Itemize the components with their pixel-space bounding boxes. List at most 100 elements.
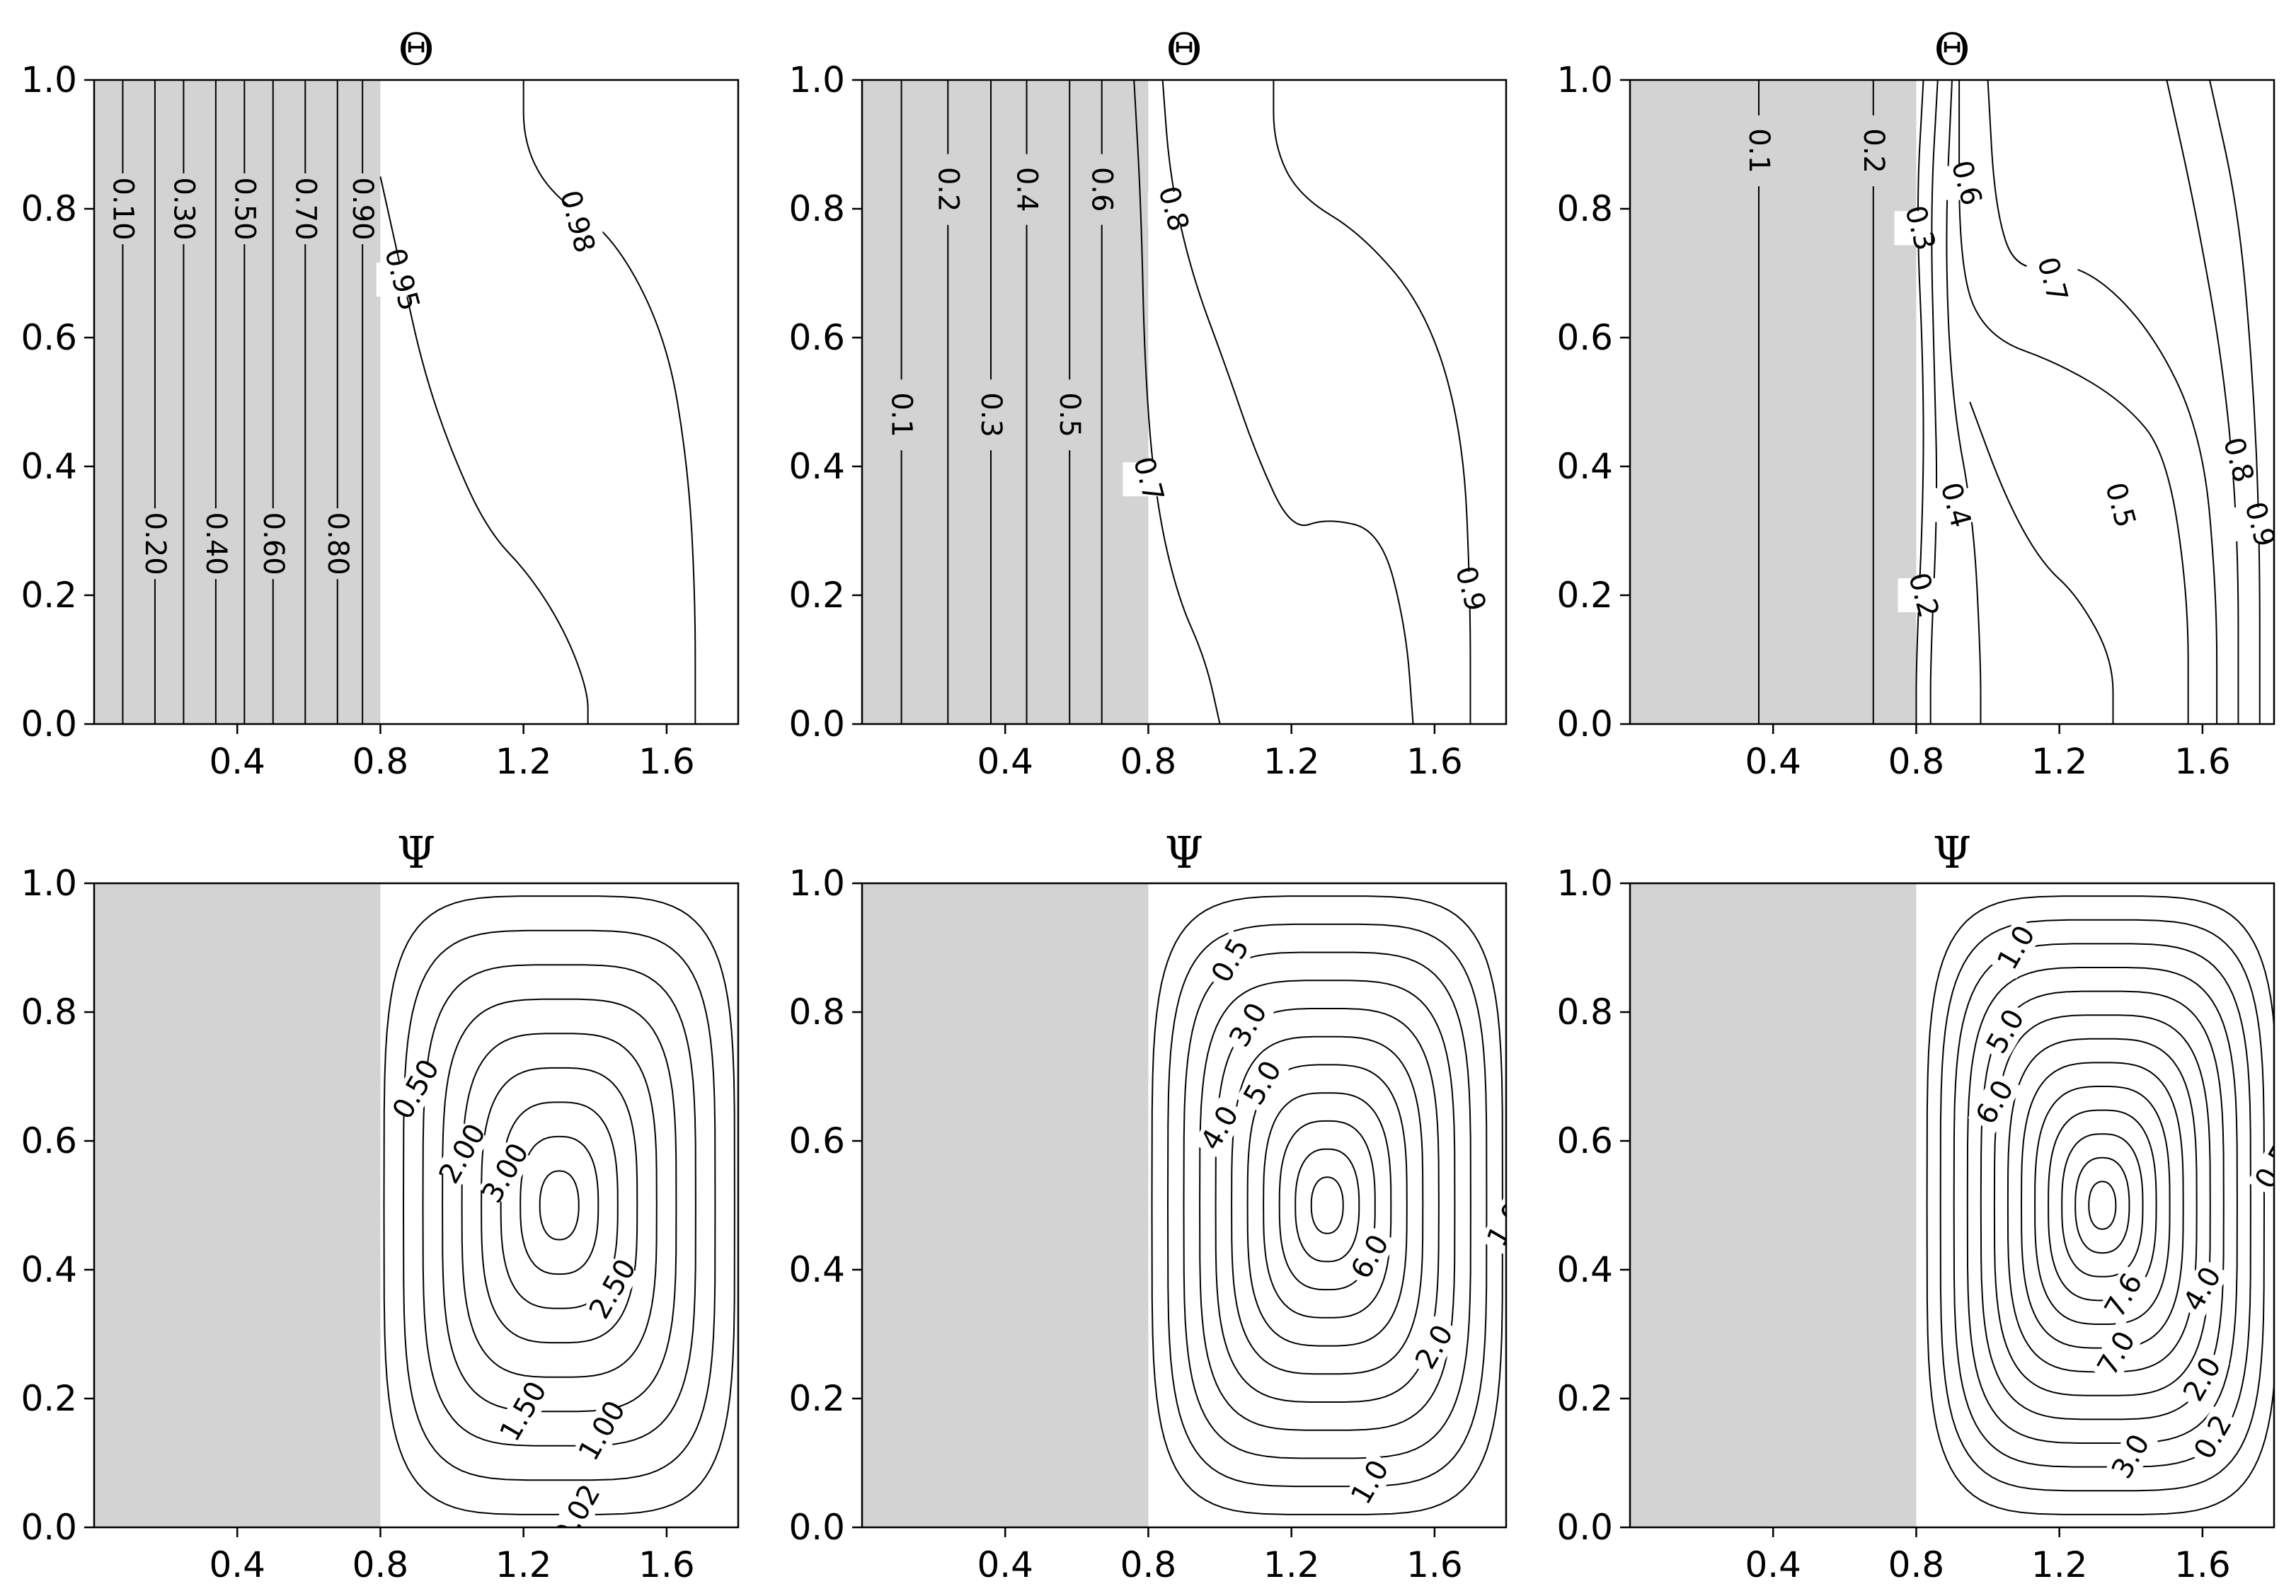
shaded-region (862, 883, 1149, 1527)
streamline (1183, 951, 1471, 1459)
label-gap (1012, 154, 1041, 225)
y-tick-label: 0.6 (21, 1120, 77, 1161)
contour-curve (522, 80, 696, 724)
label-gap (2094, 488, 2146, 522)
x-tick-label: 1.6 (1406, 1544, 1463, 1585)
y-tick-label: 0.8 (1556, 188, 1613, 229)
contour-curve (1929, 80, 1939, 724)
y-tick-label: 0.2 (21, 1378, 77, 1419)
label-gap (230, 173, 259, 244)
contour-label: 0.6 (1945, 157, 1988, 209)
shaded-region (1630, 80, 1917, 724)
y-tick-label: 0.8 (21, 188, 77, 229)
label-gap (1407, 1316, 1462, 1379)
contour-curve (1273, 80, 1471, 724)
contour-label: 0.2 (931, 167, 964, 212)
streamline (1215, 1008, 1440, 1403)
streamline (481, 1067, 638, 1344)
contour-label: 2.50 (583, 1253, 643, 1324)
label-gap (1123, 462, 1174, 497)
streamline (1278, 1120, 1376, 1291)
contour-label: 0.10 (106, 177, 139, 240)
x-tick-label: 1.2 (1263, 1544, 1320, 1585)
contour-label: 0.50 (228, 177, 260, 240)
contour-label: 0.6 (1086, 167, 1118, 212)
plot-area: 0.1 0.20.30.20.40.60.50.70.80.9 (1630, 80, 2274, 724)
panel-title: Θ (398, 23, 435, 75)
axes-frame (1629, 882, 2275, 1529)
y-tick-label: 0.8 (1556, 992, 1613, 1033)
streamline (1151, 895, 1503, 1515)
streamline (1939, 919, 2266, 1492)
label-gap (2234, 507, 2274, 541)
label-gap (1343, 1225, 1397, 1288)
y-tick-label: 0.6 (1556, 317, 1613, 358)
label-gap (389, 1058, 444, 1121)
x-tick-label: 0.8 (1888, 1544, 1945, 1585)
panel-title: Ψ (1165, 827, 1203, 878)
label-gap (1147, 192, 1199, 226)
label-gap (496, 1380, 551, 1443)
label-gap (1989, 917, 2044, 979)
streamline (2007, 1038, 2198, 1373)
contour-label: 0.70 (289, 177, 321, 240)
label-gap (1343, 1451, 1397, 1514)
contour-curve (1915, 80, 1924, 724)
contour-curve (1969, 401, 2114, 724)
label-gap (258, 508, 287, 580)
panel-title: Θ (1934, 23, 1970, 75)
y-tick-label: 0.8 (788, 188, 845, 229)
x-tick-label: 1.6 (2174, 1544, 2231, 1585)
label-gap (586, 1258, 641, 1321)
x-tick-label: 0.4 (977, 741, 1033, 782)
label-gap (1859, 115, 1888, 187)
label-gap (108, 173, 137, 244)
contour-label: 0.4 (1934, 479, 1978, 531)
x-tick-label: 0.4 (209, 1544, 265, 1585)
x-tick-label: 0.4 (1745, 1544, 1801, 1585)
x-tick-label: 0.4 (209, 741, 265, 782)
label-gap (1968, 1071, 2022, 1134)
streamline (402, 929, 716, 1481)
label-gap (551, 205, 603, 239)
label-gap (1203, 929, 1258, 992)
streamline (422, 964, 696, 1447)
label-gap (201, 508, 230, 580)
contour-label: 0.9 (1449, 563, 1492, 614)
label-gap (376, 263, 427, 297)
y-tick-label: 0.6 (788, 1120, 845, 1161)
x-tick-label: 0.4 (977, 1544, 1033, 1585)
y-tick-label: 0.0 (788, 704, 845, 745)
contour-label: 0.1 (885, 392, 918, 437)
panel-title: Ψ (397, 827, 435, 878)
axes-frame (1629, 79, 2275, 725)
label-gap (1898, 578, 1949, 612)
label-gap (478, 1142, 533, 1205)
label-gap (1745, 115, 1773, 187)
streamline (2034, 1086, 2171, 1325)
axes-frame (93, 79, 740, 725)
streamline (1993, 1014, 2211, 1396)
contour-curve (2166, 80, 2239, 724)
contour-label: 0.95 (378, 245, 425, 314)
contour-label: 0.90 (346, 177, 379, 240)
y-tick-label: 0.0 (1556, 704, 1613, 745)
contour-label: 0.4 (1011, 167, 1043, 212)
x-tick-label: 1.2 (495, 1544, 552, 1585)
contour-label: 0.8 (1152, 183, 1195, 234)
streamline (2074, 1156, 2130, 1254)
contour-label: 0.20 (139, 512, 171, 575)
streamline (2061, 1133, 2144, 1278)
label-gap (1055, 379, 1084, 451)
panel-2: 0.10.20.30.40.50.60.70.80.90.4 0.8 1.2 1.60… (788, 23, 1508, 782)
y-tick-label: 1.0 (21, 59, 77, 101)
y-tick-label: 0.0 (1556, 1507, 1613, 1548)
label-gap (2186, 1406, 2241, 1469)
x-tick-label: 0.4 (1745, 741, 1801, 782)
streamline (1966, 967, 2238, 1444)
y-tick-label: 0.0 (788, 1507, 845, 1548)
contour-label: 0.5 (2099, 479, 2142, 531)
y-tick-label: 0.6 (21, 317, 77, 358)
contour-label: 1.00 (573, 1395, 632, 1466)
